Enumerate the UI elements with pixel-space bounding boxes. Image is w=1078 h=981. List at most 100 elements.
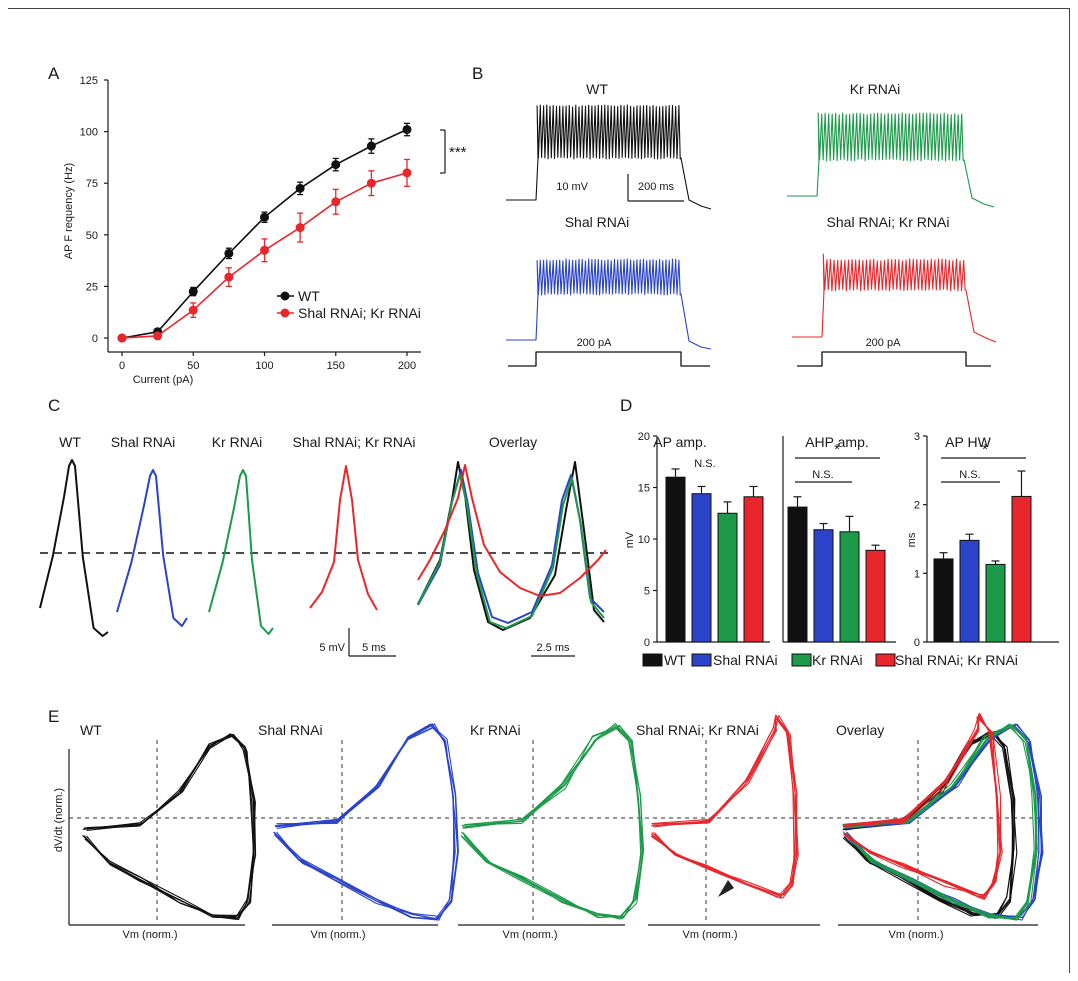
trace-e-wt	[85, 733, 255, 918]
panel-d-title-ap-hw: AP HW	[945, 434, 991, 450]
panel-d-legend-swatch	[691, 653, 712, 667]
panel-d-star-ahp: *	[834, 441, 840, 458]
panel-b-traces: WT Kr RNAi Shal RNAi Shal RNAi; Kr RNAi …	[506, 81, 997, 367]
panel-a-data-point	[260, 212, 269, 222]
panel-a-data-point	[188, 287, 198, 297]
panel-a-data-point	[295, 223, 305, 233]
panel-a-y-tick-label: 25	[86, 281, 98, 293]
trace-e-overlay-wt	[842, 732, 1014, 917]
trace-e-shal	[273, 723, 459, 919]
trace-e-double	[653, 717, 798, 899]
panel-a-y-tick-label: 75	[86, 178, 98, 190]
panel-d-y-tick-label: 0	[644, 637, 650, 649]
panel-a-data-point	[402, 168, 412, 178]
panel-a-data-point	[366, 141, 376, 151]
panel-d-bar	[717, 512, 738, 643]
panel-c-scalebar-h1-label: 5 ms	[362, 642, 386, 654]
panel-letter-a: A	[48, 64, 60, 83]
panel-a-y-tick-label: 125	[80, 75, 98, 87]
panel-d-bar	[839, 531, 860, 643]
panel-d-ylabel-mv: mV	[624, 531, 636, 548]
panel-d-bar	[933, 558, 954, 643]
trace-e-overlay-kr	[844, 724, 1035, 921]
panel-a-y-tick-label: 0	[92, 333, 98, 345]
panel-d-y-tick-label: 3	[914, 431, 920, 443]
panel-d-y-tick-label: 10	[638, 534, 650, 546]
panel-d-y-tick-label: 1	[914, 568, 920, 580]
trace-e-double	[651, 714, 798, 899]
panel-d-title-ahp-amp: AHP amp.	[805, 434, 869, 450]
panel-b-label-wt: WT	[586, 81, 608, 97]
panel-d-legend-shal: Shal RNAi	[713, 652, 778, 668]
trace-b-kr	[787, 112, 995, 208]
trace-e-shal	[276, 724, 456, 920]
panel-a-data-point	[224, 272, 234, 282]
panel-a-x-tick-label: 150	[327, 360, 345, 372]
panel-a-data-point	[260, 245, 269, 255]
panel-d-bar	[959, 539, 980, 643]
panel-b-stim-label-left: 200 pA	[577, 337, 613, 349]
panel-a-data-point	[331, 197, 341, 207]
panel-c-traces: WT Shal RNAi Kr RNAi Shal RNAi; Kr RNAi …	[39, 434, 610, 657]
panel-c-label-kr: Kr RNAi	[212, 434, 263, 450]
trace-c-wt	[39, 459, 109, 637]
trace-e-kr	[460, 725, 643, 919]
panel-e-label-wt: WT	[80, 722, 102, 738]
trace-e-wt	[83, 733, 256, 920]
panel-d-title-ap-amp: AP amp.	[653, 434, 706, 450]
panel-b-stimulus-right	[797, 351, 991, 367]
trace-e-overlay-double	[844, 716, 1001, 899]
panel-d-y-tick-label: 0	[914, 637, 920, 649]
panel-e-xlabel-5: Vm (norm.)	[889, 929, 944, 941]
panel-a-data-point	[366, 178, 376, 188]
trace-e-wt	[84, 733, 254, 916]
trace-c-overlay-kr	[417, 474, 605, 629]
panel-letter-b: B	[472, 64, 483, 83]
panel-d-legend-double: Shal RNAi; Kr RNAi	[895, 652, 1018, 668]
panel-d-star-hw: *	[982, 441, 988, 458]
trace-e-double	[651, 714, 798, 897]
trace-c-overlay-shal	[417, 469, 605, 624]
panel-a-significance: ***	[449, 144, 467, 161]
panel-a-data-point	[402, 125, 412, 135]
trace-e-kr	[462, 724, 642, 918]
panel-d-legend-swatch	[791, 653, 812, 667]
trace-c-double	[309, 465, 378, 611]
panel-e-xlabel-3: Vm (norm.)	[503, 929, 558, 941]
trace-b-double	[792, 253, 997, 343]
panel-letter-c: C	[48, 396, 60, 415]
panel-b-label-kr: Kr RNAi	[850, 81, 901, 97]
legend-marker-double	[280, 308, 290, 318]
trace-b-shal	[506, 258, 712, 350]
trace-c-kr	[208, 469, 274, 635]
panel-d-ns-hw: N.S.	[959, 469, 980, 481]
panel-e-ylabel: dV/dt (norm.)	[53, 788, 65, 852]
panel-c-label-double: Shal RNAi; Kr RNAi	[293, 434, 416, 450]
panel-c-scalebar-v-label: 5 mV	[319, 642, 345, 654]
panel-e-arrowhead	[718, 880, 734, 897]
panel-e-xlabel-4: Vm (norm.)	[683, 929, 738, 941]
panel-e-label-shal: Shal RNAi	[258, 722, 323, 738]
trace-e-shal	[273, 726, 459, 917]
panel-e-label-double: Shal RNAi; Kr RNAi	[636, 722, 759, 738]
panel-d-bar	[691, 493, 712, 643]
panel-a-data-point	[117, 333, 127, 343]
legend-label-double: Shal RNAi; Kr RNAi	[298, 305, 421, 321]
panel-d-bar	[865, 549, 886, 643]
panel-a-ylabel: AP F requency (Hz)	[63, 163, 75, 259]
panel-d-bar	[743, 496, 764, 643]
panel-a-x-tick-label: 100	[255, 360, 273, 372]
panel-d-y-tick-label: 5	[644, 586, 650, 598]
panel-d-ns-ap-amp: N.S.	[694, 458, 715, 470]
trace-b-wt	[506, 104, 712, 210]
panel-e-xlabel-2: Vm (norm.)	[311, 929, 366, 941]
panel-d-ns-ahp: N.S.	[812, 469, 833, 481]
panel-d-y-tick-label: 2	[914, 500, 920, 512]
panel-d-bar	[787, 506, 808, 643]
trace-e-kr	[462, 727, 644, 918]
panel-d-bar-charts: AP amp. AHP amp. AP HW mV ms WT Shal RNA…	[624, 431, 1059, 668]
panel-c-label-shal: Shal RNAi	[111, 434, 176, 450]
panel-c-label-overlay: Overlay	[489, 434, 537, 450]
trace-c-overlay-wt	[417, 461, 605, 631]
